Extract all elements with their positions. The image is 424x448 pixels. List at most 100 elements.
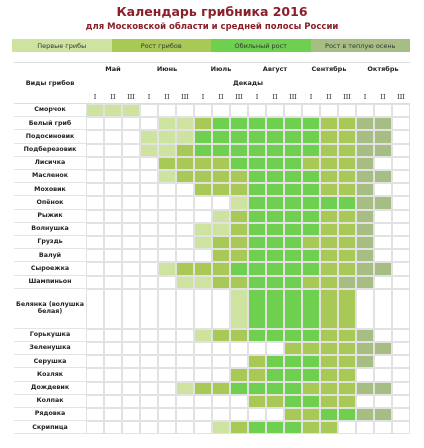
calendar-cell — [194, 408, 212, 422]
calendar-cell — [176, 143, 194, 157]
calendar-cell — [374, 275, 392, 289]
decade-label: I — [201, 93, 205, 101]
calendar-cell — [374, 183, 392, 197]
calendar-cell — [140, 355, 158, 369]
calendar-cell — [122, 170, 140, 184]
calendar-cell — [104, 104, 122, 118]
calendar-cell — [158, 421, 176, 435]
calendar-cell — [140, 143, 158, 157]
calendar-cell — [194, 130, 212, 144]
calendar-cell — [230, 156, 248, 170]
calendar-cell — [374, 196, 392, 210]
species-name: Дождевик — [14, 382, 86, 395]
calendar-cell — [230, 275, 248, 289]
decade-label: III — [181, 93, 189, 101]
calendar-cell — [86, 196, 104, 210]
calendar-cell — [392, 408, 410, 422]
calendar-cell — [194, 328, 212, 342]
calendar-cell — [140, 117, 158, 131]
calendar-cell — [356, 355, 374, 369]
calendar-cell — [230, 368, 248, 382]
calendar-cell — [392, 222, 410, 236]
calendar-cell — [320, 355, 338, 369]
calendar-cell — [122, 342, 140, 356]
calendar-cell — [194, 236, 212, 250]
calendar-cell — [320, 236, 338, 250]
calendar-cell — [356, 156, 374, 170]
calendar-cell — [230, 342, 248, 356]
calendar-cell — [338, 421, 356, 435]
calendar-cell — [230, 183, 248, 197]
calendar-cell — [338, 394, 356, 408]
species-name: Белый гриб — [14, 117, 86, 131]
calendar-cell — [158, 143, 176, 157]
calendar-cell — [266, 143, 284, 157]
calendar-cell — [248, 262, 266, 276]
calendar-cell — [266, 236, 284, 250]
calendar-cell — [122, 355, 140, 369]
calendar-cell — [338, 104, 356, 118]
calendar-cell — [104, 170, 122, 184]
calendar-cell — [176, 209, 194, 223]
calendar-cell — [122, 130, 140, 144]
calendar-cell — [284, 183, 302, 197]
calendar-cell — [230, 196, 248, 210]
calendar-cell — [248, 117, 266, 131]
calendar-cell — [248, 209, 266, 223]
calendar-cell — [194, 222, 212, 236]
calendar-cell — [176, 288, 194, 329]
calendar-cell — [284, 408, 302, 422]
calendar-cell — [230, 143, 248, 157]
calendar-cell — [320, 421, 338, 435]
decade-label: III — [127, 93, 135, 101]
calendar-cell — [230, 288, 248, 329]
calendar-cell — [194, 355, 212, 369]
calendar-cell — [140, 275, 158, 289]
calendar-cell — [374, 156, 392, 170]
month-label: Сентябрь — [311, 65, 347, 73]
calendar-cell — [122, 368, 140, 382]
calendar-cell — [392, 288, 410, 329]
calendar-cell — [212, 355, 230, 369]
calendar-cell — [122, 381, 140, 395]
calendar-cell — [338, 249, 356, 263]
calendar-cell — [392, 328, 410, 342]
calendar-cell — [104, 143, 122, 157]
calendar-cell — [212, 183, 230, 197]
calendar-cell — [392, 130, 410, 144]
calendar-cell — [374, 368, 392, 382]
species-name: Рыжик — [14, 210, 86, 223]
calendar-cell — [248, 328, 266, 342]
calendar-cell — [212, 170, 230, 184]
calendar-cell — [374, 170, 392, 184]
calendar-cell — [86, 209, 104, 223]
decade-label: I — [147, 93, 151, 101]
calendar-cell — [284, 104, 302, 118]
calendar-cell — [320, 328, 338, 342]
calendar-cell — [338, 368, 356, 382]
calendar-cell — [266, 196, 284, 210]
calendar-cell — [176, 275, 194, 289]
calendar-cell — [320, 288, 338, 329]
species-name: Козляк — [14, 368, 86, 382]
calendar-cell — [338, 143, 356, 157]
calendar-cell — [320, 183, 338, 197]
calendar-cell — [320, 196, 338, 210]
month-label: Октябрь — [367, 65, 399, 73]
calendar-cell — [194, 262, 212, 276]
calendar-cell — [266, 381, 284, 395]
calendar-cell — [320, 342, 338, 356]
calendar-cell — [86, 183, 104, 197]
calendar-cell — [284, 117, 302, 131]
calendar-cell — [302, 104, 320, 118]
calendar-cell — [302, 209, 320, 223]
calendar-cell — [248, 394, 266, 408]
calendar-cell — [266, 156, 284, 170]
calendar-cell — [338, 262, 356, 276]
calendar-cell — [302, 342, 320, 356]
calendar-cell — [176, 156, 194, 170]
calendar-cell — [194, 183, 212, 197]
month-label: Август — [262, 65, 288, 73]
calendar-cell — [86, 288, 104, 329]
